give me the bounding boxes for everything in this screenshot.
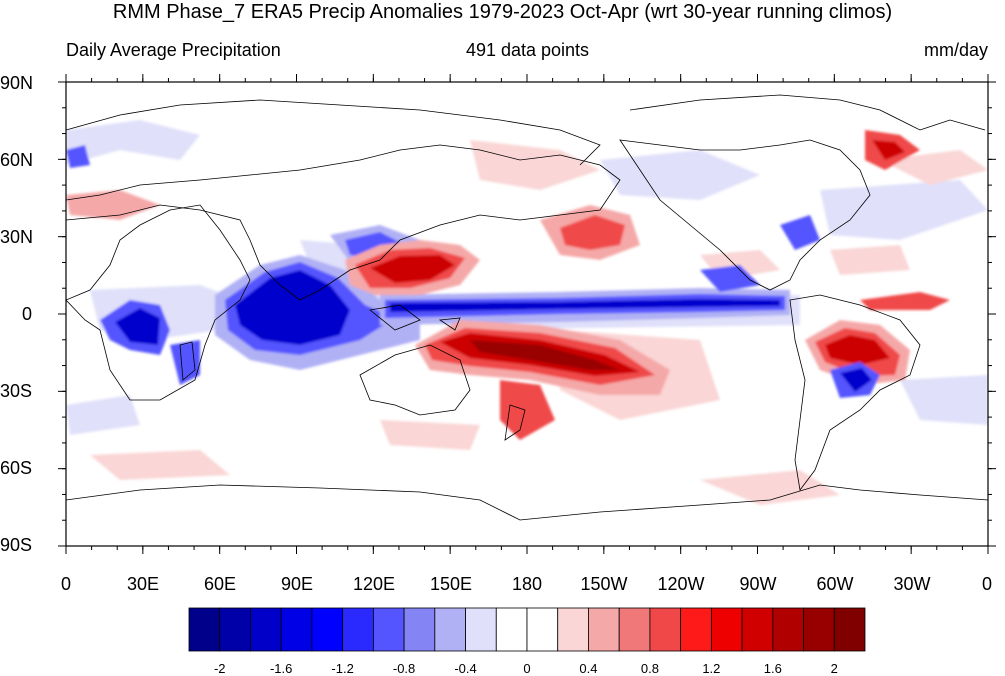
lon-label-30w: 30W (893, 574, 931, 594)
lon-label-30e: 30E (126, 574, 160, 594)
lon-label-150e: 150E (429, 574, 473, 594)
lat-label-90n: 90N (0, 73, 34, 93)
map-title: RMM Phase_7 ERA5 Precip Anomalies 1979-2… (112, 1, 893, 23)
axis-ticks (58, 74, 996, 554)
colorbar-swatch (680, 607, 712, 652)
colorbar-swatch (588, 607, 620, 652)
colorbar-label: -0.4 (454, 661, 477, 676)
lat-label-60s: 60S (0, 458, 33, 478)
colorbar-label: 2 (830, 661, 838, 676)
lon-label-90w: 90W (739, 574, 777, 594)
colorbar-swatch (833, 607, 866, 652)
north-pacific-positive-anomaly (345, 205, 640, 295)
colorbar-swatch (342, 607, 374, 652)
lon-label-150w: 150W (580, 574, 628, 594)
colorbar-label: -0.8 (392, 661, 416, 676)
colorbar-label: 1.2 (702, 661, 721, 676)
center-subtitle: 491 data points (465, 40, 590, 60)
colorbar-swatch (495, 607, 528, 652)
colorbar-swatch (188, 607, 221, 652)
lon-label-180: 180 (511, 574, 543, 594)
lon-label-120w: 120W (657, 574, 705, 594)
colorbar-swatch (250, 607, 282, 652)
lon-label-60w: 60W (816, 574, 854, 594)
colorbar-swatch (280, 607, 313, 652)
lat-label-30n: 30N (0, 227, 34, 247)
colorbar (188, 607, 866, 652)
colorbar-swatch (557, 607, 589, 652)
colorbar-swatch (372, 607, 405, 652)
colorbar-label: 0 (523, 661, 531, 676)
colorbar-swatch (803, 607, 835, 652)
indian-ocean-negative-anomaly (100, 225, 420, 385)
colorbar-label: -2 (213, 661, 226, 676)
coastlines (66, 94, 988, 521)
lon-label-0: 0 (60, 574, 71, 594)
colorbar-swatch (403, 607, 436, 652)
lon-label-0-right: 0 (981, 574, 992, 594)
south-america-negative-anomaly (66, 145, 880, 398)
colorbar-swatch (618, 607, 651, 652)
lat-label-30s: 30S (0, 381, 33, 401)
lon-label-90e: 90E (280, 574, 314, 594)
lat-label-eq: 0 (22, 304, 33, 324)
lat-label-60n: 60N (0, 150, 34, 170)
colorbar-swatch (311, 607, 344, 652)
south-pacific-positive-anomaly (415, 320, 670, 440)
colorbar-swatch (434, 607, 466, 652)
lon-label-60e: 60E (203, 574, 237, 594)
colorbar-swatch (526, 607, 559, 652)
colorbar-label: 0.4 (579, 661, 598, 676)
colorbar-label: 0.8 (640, 661, 659, 676)
colorbar-label: -1.6 (269, 661, 293, 676)
colorbar-swatch (219, 607, 251, 652)
colorbar-swatch (649, 607, 682, 652)
left-subtitle: Daily Average Precipitation (66, 40, 281, 60)
colorbar-swatch (465, 607, 497, 652)
equatorial-pacific-negative-band (380, 265, 790, 325)
precip-anomaly-field (66, 120, 988, 505)
colorbar-label: -1.2 (331, 661, 354, 676)
colorbar-label: 1.6 (763, 661, 782, 676)
units-label: mm/day (923, 40, 988, 60)
lat-label-90s: 90S (0, 535, 33, 555)
colorbar-swatch (710, 607, 743, 652)
colorbar-swatch (772, 607, 804, 652)
colorbar-swatch (741, 607, 774, 652)
south-america-positive-anomaly (66, 130, 950, 385)
lon-label-120e: 120E (352, 574, 396, 594)
